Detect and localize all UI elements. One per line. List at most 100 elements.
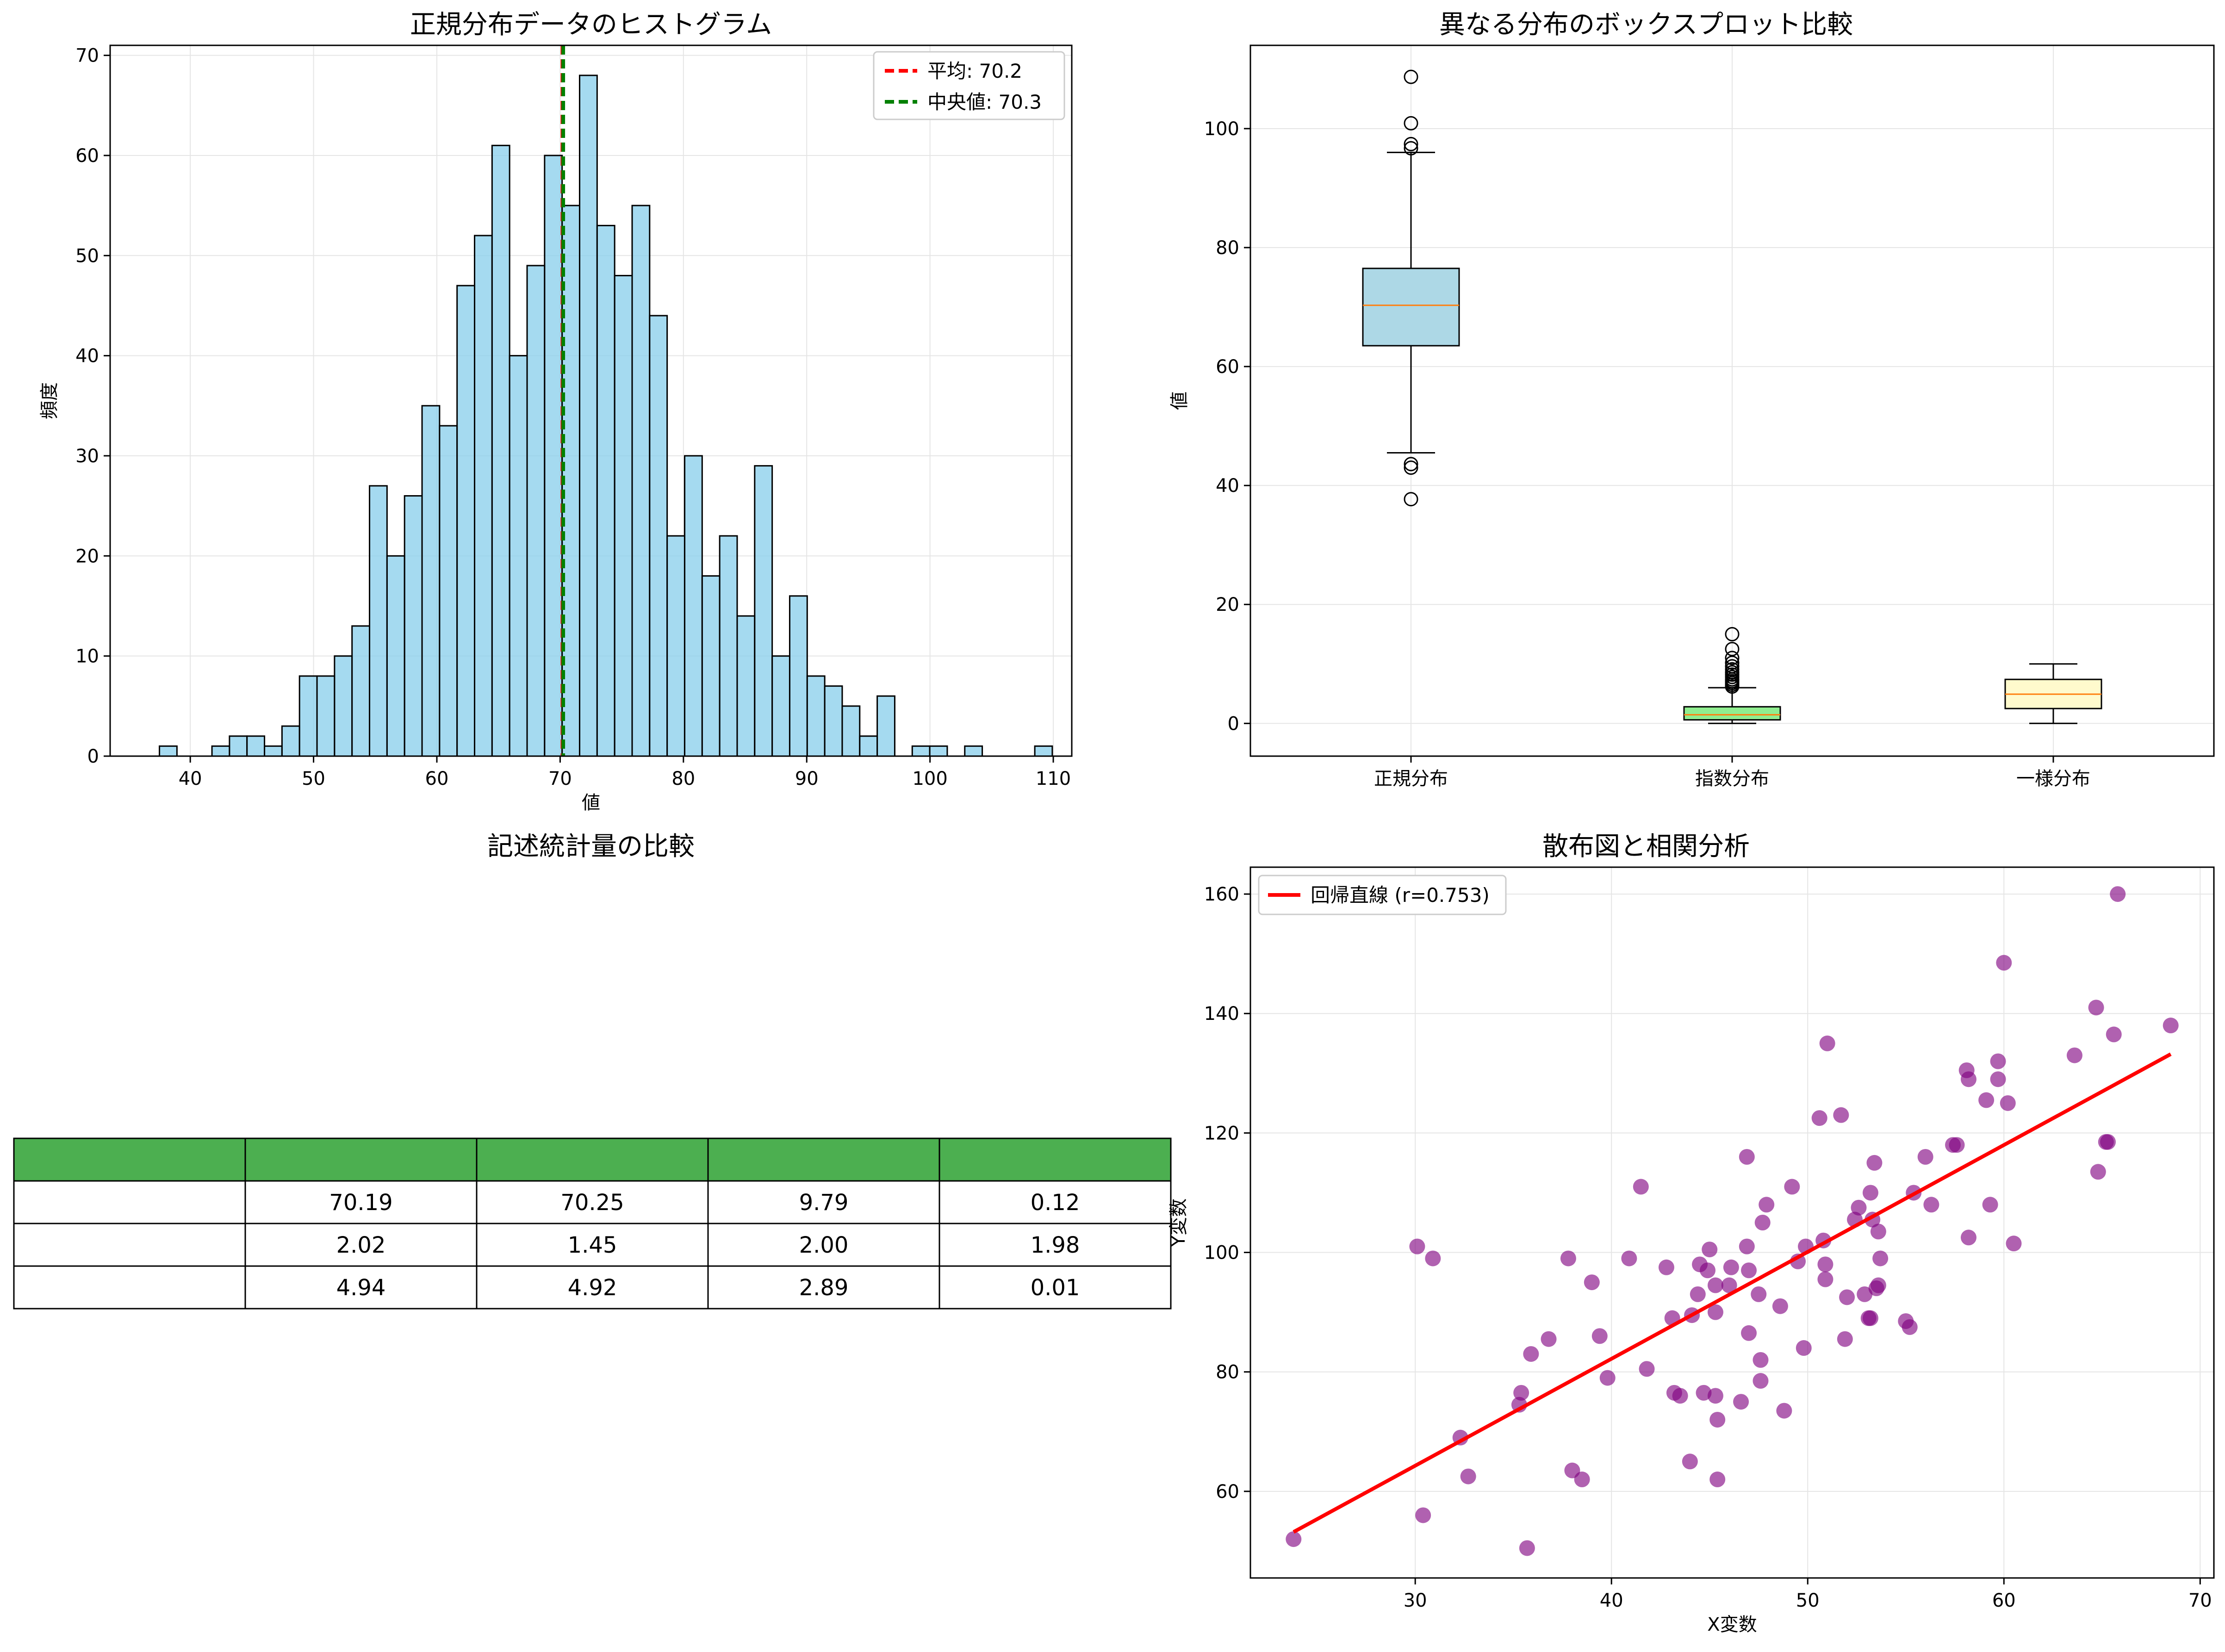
scatter-point <box>1923 1197 1939 1213</box>
scatter-point <box>1460 1468 1476 1484</box>
table-cell-value: 70.19 <box>329 1190 392 1216</box>
scatter-point <box>1796 1340 1812 1356</box>
table-cell <box>13 1265 246 1310</box>
hist-x-tick-label: 40 <box>179 768 202 789</box>
scatter-point <box>1870 1223 1886 1240</box>
scatter-y-tick-label: 100 <box>1204 1242 1239 1264</box>
scatter-point <box>1978 1092 1995 1108</box>
scatter-y-tick-label: 140 <box>1204 1003 1239 1025</box>
scatter-x-tick-label: 30 <box>1404 1590 1427 1611</box>
box-y-tick-label: 60 <box>1216 356 1239 378</box>
scatter-point <box>1733 1394 1749 1410</box>
hist-bar <box>439 425 458 757</box>
hist-x-tick-label: 110 <box>1036 768 1071 789</box>
scatter-y-tick-label: 120 <box>1204 1123 1239 1144</box>
scatter-point <box>1866 1155 1883 1171</box>
scatter-title: 散布図と相関分析 <box>1542 832 1750 862</box>
boxplot-y-label: 値 <box>1169 391 1190 410</box>
hist-x-tick-label: 100 <box>912 768 947 789</box>
hist-bar <box>246 735 266 757</box>
box-category-label: 正規分布 <box>1374 768 1448 789</box>
scatter-point <box>1811 1110 1827 1126</box>
scatter-point <box>1560 1250 1576 1267</box>
scatter-point <box>1819 1035 1835 1051</box>
table-cell-value: 0.12 <box>1031 1190 1080 1216</box>
regression-line <box>1293 1052 2172 1534</box>
table-cell-value: 2.00 <box>799 1232 849 1258</box>
scatter-point <box>1960 1071 1976 1087</box>
hist-y-tick-label: 30 <box>75 446 99 467</box>
table-cell <box>476 1180 709 1224</box>
hist-bar <box>334 655 353 757</box>
scatter-point <box>1621 1250 1637 1267</box>
table-cell-value: 4.92 <box>568 1275 617 1301</box>
hist-bar <box>369 485 388 757</box>
scatter-point <box>1759 1197 1775 1213</box>
hist-bar <box>684 455 703 757</box>
hist-bar <box>841 705 861 757</box>
histogram-stat-lines <box>560 45 566 756</box>
scatter-point <box>1591 1328 1608 1344</box>
box-outlier-point <box>1404 141 1418 155</box>
hist-bar <box>298 675 318 757</box>
scatter-point <box>1960 1230 1976 1246</box>
table-cell-value: 1.98 <box>1031 1232 1080 1258</box>
box-category-label: 一様分布 <box>2016 768 2090 789</box>
scatter-x-tick-label: 50 <box>1796 1590 1820 1611</box>
legend-mean-label: 平均: 70.2 <box>927 60 1022 82</box>
table-cell-value: 2.02 <box>336 1232 386 1258</box>
hist-bar <box>859 735 878 757</box>
box-outlier-point <box>1404 492 1418 507</box>
table-cell <box>476 1265 709 1310</box>
box-category-label: 指数分布 <box>1695 768 1769 789</box>
scatter-point <box>1784 1179 1800 1195</box>
hist-bar <box>701 575 721 757</box>
table-cell <box>938 1180 1172 1224</box>
scatter-point <box>1702 1242 1718 1258</box>
box-body <box>1362 267 1460 347</box>
scatter-y-tick-label: 80 <box>1216 1362 1239 1383</box>
scatter-point <box>1709 1411 1726 1428</box>
hist-bar <box>929 745 948 757</box>
hist-x-tick-label: 50 <box>302 768 325 789</box>
box-outlier-point <box>1404 69 1418 84</box>
scatter-point <box>2090 1164 2106 1180</box>
scatter-point <box>1990 1071 2006 1087</box>
scatter-point <box>2106 1026 2122 1043</box>
hist-bar <box>666 535 685 757</box>
hist-bar <box>281 725 300 757</box>
scatter-point <box>1862 1310 1878 1326</box>
box-outlier-point <box>1725 627 1740 642</box>
hist-bar <box>719 535 738 757</box>
scatter-y-tick-label: 160 <box>1204 884 1239 905</box>
scatter-point <box>1872 1250 1889 1267</box>
scatter-point <box>1682 1453 1698 1470</box>
hist-bar <box>649 315 668 757</box>
table-cell-value: 70.25 <box>560 1190 624 1216</box>
histogram-bars <box>159 75 1053 757</box>
scatter-legend: 回帰直線 (r=0.753) <box>1258 875 1507 915</box>
legend-regression-label: 回帰直線 (r=0.753) <box>1311 884 1490 907</box>
histogram-legend-box <box>873 51 1065 120</box>
scatter-point <box>1833 1107 1849 1123</box>
hist-bar <box>911 745 931 757</box>
hist-y-tick-label: 50 <box>75 245 99 267</box>
scatter-point <box>1696 1385 1712 1401</box>
hist-bar <box>229 735 248 757</box>
box-y-tick-label: 40 <box>1216 475 1239 497</box>
scatter-point <box>1990 1053 2006 1069</box>
scatter-point <box>1751 1286 1767 1302</box>
scatter-point <box>1772 1298 1788 1314</box>
hist-bar <box>754 465 773 757</box>
table-cell-value: 0.01 <box>1031 1275 1080 1301</box>
scatter-point <box>1839 1289 1855 1305</box>
scatter-point <box>1639 1361 1655 1377</box>
hist-x-tick-label: 70 <box>548 768 572 789</box>
box-outlier-point <box>1404 137 1418 151</box>
table-cell <box>13 1180 246 1224</box>
boxplot-title: 異なる分布のボックスプロット比較 <box>1439 10 1853 40</box>
hist-bar <box>316 675 336 757</box>
box-y-tick-label: 0 <box>1228 713 1239 734</box>
